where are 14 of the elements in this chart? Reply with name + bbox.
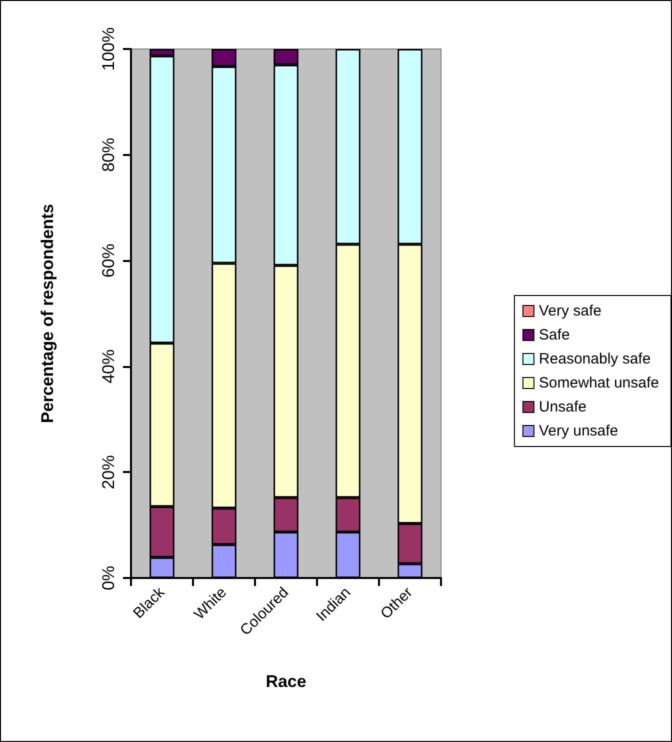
y-tick-label: 20%	[99, 455, 118, 490]
y-tick-label: 100%	[99, 27, 118, 71]
y-tick-label: 40%	[99, 349, 118, 384]
legend-label: Very safe	[538, 302, 602, 320]
y-tick-label: 0%	[99, 566, 118, 590]
legend-label: Very unsafe	[538, 422, 618, 440]
y-tick-label: 60%	[99, 244, 118, 278]
y-axis-title: Percentage of respondents	[38, 204, 57, 424]
legend-label: Somewhat unsafe	[538, 374, 660, 392]
legend-label: Safe	[538, 326, 570, 344]
legend-label: Reasonably safe	[538, 350, 651, 368]
y-tick-label: 80%	[99, 138, 118, 172]
legend-label: Unsafe	[538, 398, 586, 416]
x-axis-title: Race	[266, 672, 306, 691]
